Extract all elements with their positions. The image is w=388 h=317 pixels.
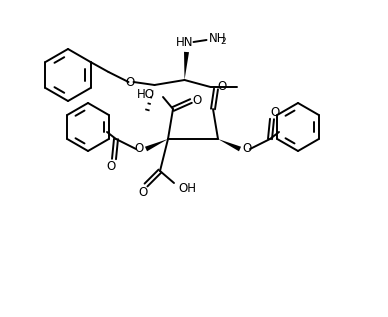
- Text: O: O: [106, 159, 116, 172]
- Text: O: O: [270, 106, 280, 119]
- Text: HO: HO: [137, 87, 155, 100]
- Text: O: O: [139, 185, 147, 198]
- Text: 2: 2: [220, 36, 226, 46]
- Polygon shape: [218, 139, 241, 151]
- Text: HN: HN: [176, 36, 193, 49]
- Text: O: O: [125, 75, 134, 88]
- Text: O: O: [192, 94, 202, 107]
- Polygon shape: [184, 52, 189, 80]
- Text: OH: OH: [178, 182, 196, 195]
- Polygon shape: [145, 139, 168, 151]
- Text: NH: NH: [208, 31, 226, 44]
- Text: O: O: [242, 141, 252, 154]
- Text: O: O: [134, 141, 144, 154]
- Text: O: O: [217, 81, 227, 94]
